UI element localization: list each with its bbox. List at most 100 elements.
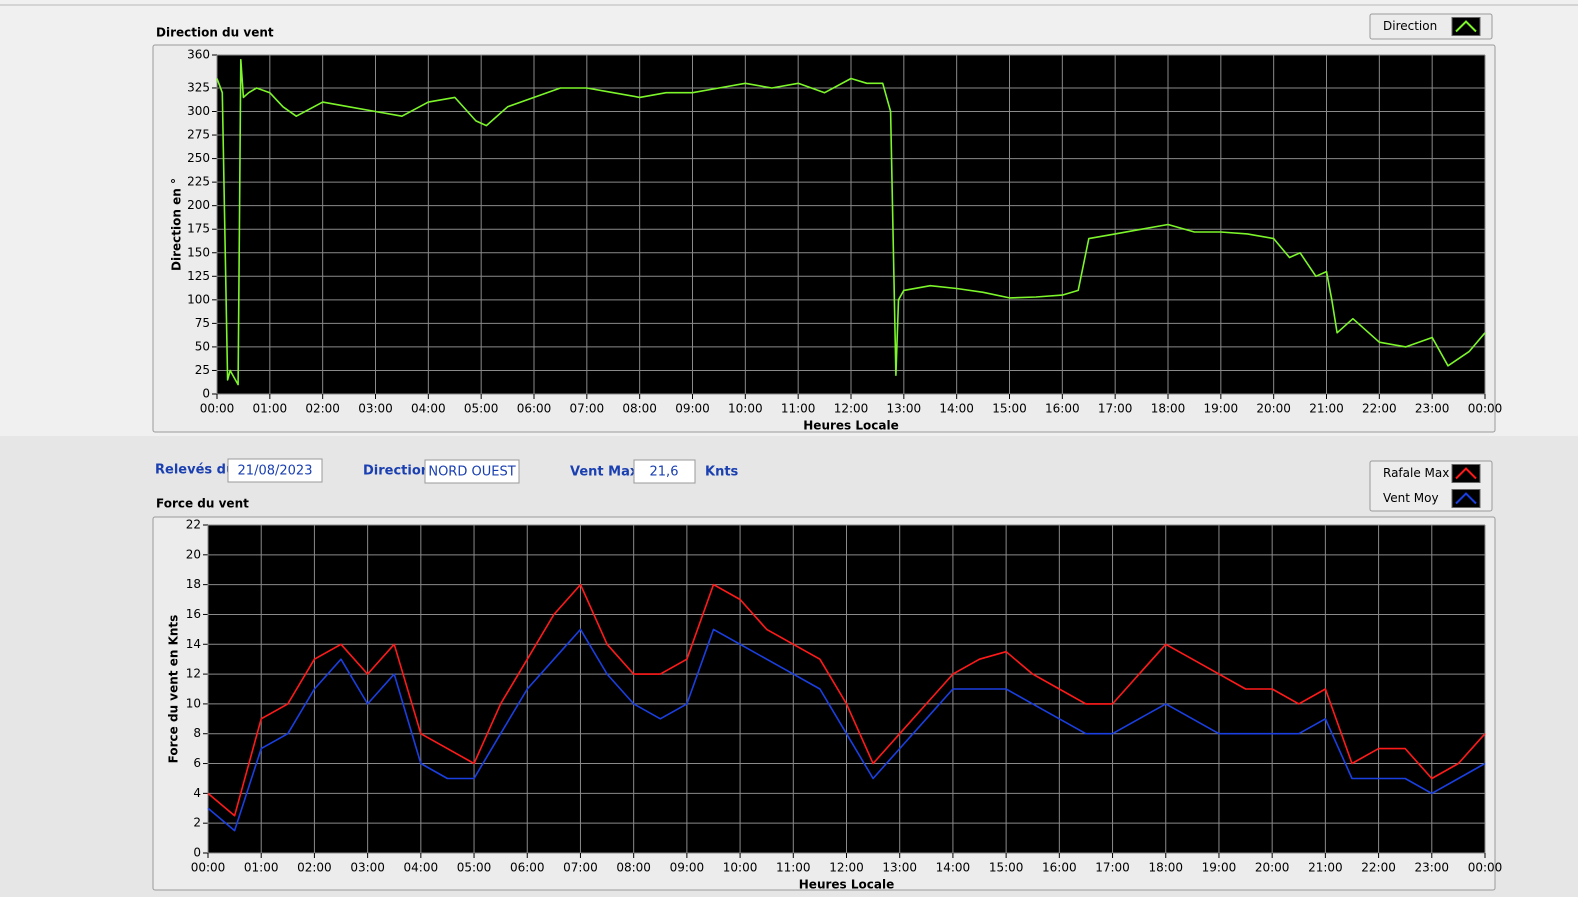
legend-line xyxy=(1455,467,1477,480)
x-tick-label: 22:00 xyxy=(1362,402,1397,416)
y-tick-label: 16 xyxy=(186,607,201,621)
series-line xyxy=(207,628,1486,832)
x-tick-label: 02:00 xyxy=(297,861,332,875)
legend-swatch xyxy=(1451,17,1481,36)
x-tick-label: 18:00 xyxy=(1151,402,1186,416)
legend-line xyxy=(1455,20,1477,33)
legend-line xyxy=(1455,492,1477,505)
direction-value: NORD OUEST xyxy=(428,465,515,480)
x-tick-label: 06:00 xyxy=(517,402,552,416)
controls: Relevés du 21/08/2023 Direction NORD OUE… xyxy=(155,458,739,484)
y-tick-label: 0 xyxy=(202,387,210,401)
x-tick-label: 21:00 xyxy=(1308,861,1343,875)
x-tick-label: 23:00 xyxy=(1415,402,1450,416)
x-tick-label: 04:00 xyxy=(411,402,446,416)
x-tick-label: 19:00 xyxy=(1204,402,1239,416)
y-tick-label: 0 xyxy=(193,846,201,860)
y-tick-label: 75 xyxy=(195,316,210,330)
y-tick-label: 325 xyxy=(187,80,210,94)
y-tick-label: 22 xyxy=(186,518,201,532)
y-tick-label: 150 xyxy=(187,245,210,259)
legend-swatch xyxy=(1451,489,1481,508)
y-tick-label: 4 xyxy=(193,786,201,800)
x-tick-label: 12:00 xyxy=(829,861,864,875)
y-axis-label: Direction en ° xyxy=(170,178,184,271)
x-tick-label: 04:00 xyxy=(404,861,439,875)
y-tick-label: 225 xyxy=(187,175,210,189)
y-tick-label: 100 xyxy=(187,292,210,306)
x-tick-label: 23:00 xyxy=(1414,861,1449,875)
x-tick-label: 01:00 xyxy=(244,861,279,875)
x-axis-label: Heures Locale xyxy=(799,878,894,892)
y-axis-label: Force du vent en Knts xyxy=(167,615,181,764)
legend-swatch xyxy=(1451,464,1481,483)
y-tick-label: 25 xyxy=(195,363,210,377)
x-tick-label: 06:00 xyxy=(510,861,545,875)
y-tick-label: 12 xyxy=(186,667,201,681)
legend-label: Direction xyxy=(1383,19,1437,33)
x-tick-label: 11:00 xyxy=(781,402,816,416)
x-tick-label: 21:00 xyxy=(1309,402,1344,416)
x-tick-label: 13:00 xyxy=(882,861,917,875)
y-tick-label: 18 xyxy=(186,577,201,591)
x-tick-label: 11:00 xyxy=(776,861,811,875)
series-line xyxy=(207,583,1486,817)
x-tick-label: 03:00 xyxy=(358,402,393,416)
chart-title: Force du vent xyxy=(156,497,249,511)
x-tick-label: 15:00 xyxy=(992,402,1027,416)
x-tick-label: 12:00 xyxy=(834,402,869,416)
series-line xyxy=(216,58,1486,386)
x-tick-label: 20:00 xyxy=(1256,402,1291,416)
y-tick-label: 250 xyxy=(187,151,210,165)
x-tick-label: 17:00 xyxy=(1095,861,1130,875)
y-tick-label: 360 xyxy=(187,48,210,62)
y-tick-label: 14 xyxy=(186,637,201,651)
x-tick-label: 07:00 xyxy=(570,402,605,416)
y-tick-label: 300 xyxy=(187,104,210,118)
x-tick-label: 00:00 xyxy=(1468,861,1503,875)
x-tick-label: 22:00 xyxy=(1361,861,1396,875)
direction-label: Direction xyxy=(363,464,430,479)
x-tick-label: 13:00 xyxy=(887,402,922,416)
x-tick-label: 19:00 xyxy=(1202,861,1237,875)
x-tick-label: 09:00 xyxy=(670,861,705,875)
x-tick-label: 08:00 xyxy=(622,402,657,416)
x-tick-label: 02:00 xyxy=(305,402,340,416)
y-tick-label: 200 xyxy=(187,198,210,212)
x-tick-label: 01:00 xyxy=(253,402,288,416)
x-tick-label: 20:00 xyxy=(1255,861,1290,875)
x-tick-label: 00:00 xyxy=(200,402,235,416)
x-tick-label: 08:00 xyxy=(616,861,651,875)
x-tick-label: 09:00 xyxy=(675,402,710,416)
x-tick-label: 16:00 xyxy=(1042,861,1077,875)
x-tick-label: 17:00 xyxy=(1098,402,1133,416)
y-tick-label: 50 xyxy=(195,339,210,353)
legend-label: Vent Moy xyxy=(1383,491,1439,505)
date-value: 21/08/2023 xyxy=(238,464,313,479)
x-tick-label: 05:00 xyxy=(464,402,499,416)
vent-max-value: 21,6 xyxy=(650,465,679,480)
x-tick-label: 14:00 xyxy=(939,402,974,416)
y-tick-label: 20 xyxy=(186,547,201,561)
y-tick-label: 125 xyxy=(187,269,210,283)
y-tick-label: 275 xyxy=(187,128,210,142)
direction-field[interactable] xyxy=(424,459,520,484)
y-tick-label: 10 xyxy=(186,696,201,710)
x-tick-label: 15:00 xyxy=(989,861,1024,875)
chart-title: Direction du vent xyxy=(156,26,274,40)
vent-max-field[interactable] xyxy=(633,459,696,484)
x-tick-label: 14:00 xyxy=(936,861,971,875)
x-tick-label: 10:00 xyxy=(728,402,763,416)
unit-label: Knts xyxy=(705,465,739,480)
date-label: Relevés du xyxy=(155,463,235,478)
y-tick-label: 8 xyxy=(193,726,201,740)
y-tick-label: 175 xyxy=(187,222,210,236)
x-tick-label: 00:00 xyxy=(191,861,226,875)
x-tick-label: 18:00 xyxy=(1148,861,1183,875)
vent-max-label: Vent Max xyxy=(570,465,639,480)
x-tick-label: 16:00 xyxy=(1045,402,1080,416)
x-tick-label: 10:00 xyxy=(723,861,758,875)
y-tick-label: 6 xyxy=(193,756,201,770)
date-field[interactable] xyxy=(227,458,323,483)
